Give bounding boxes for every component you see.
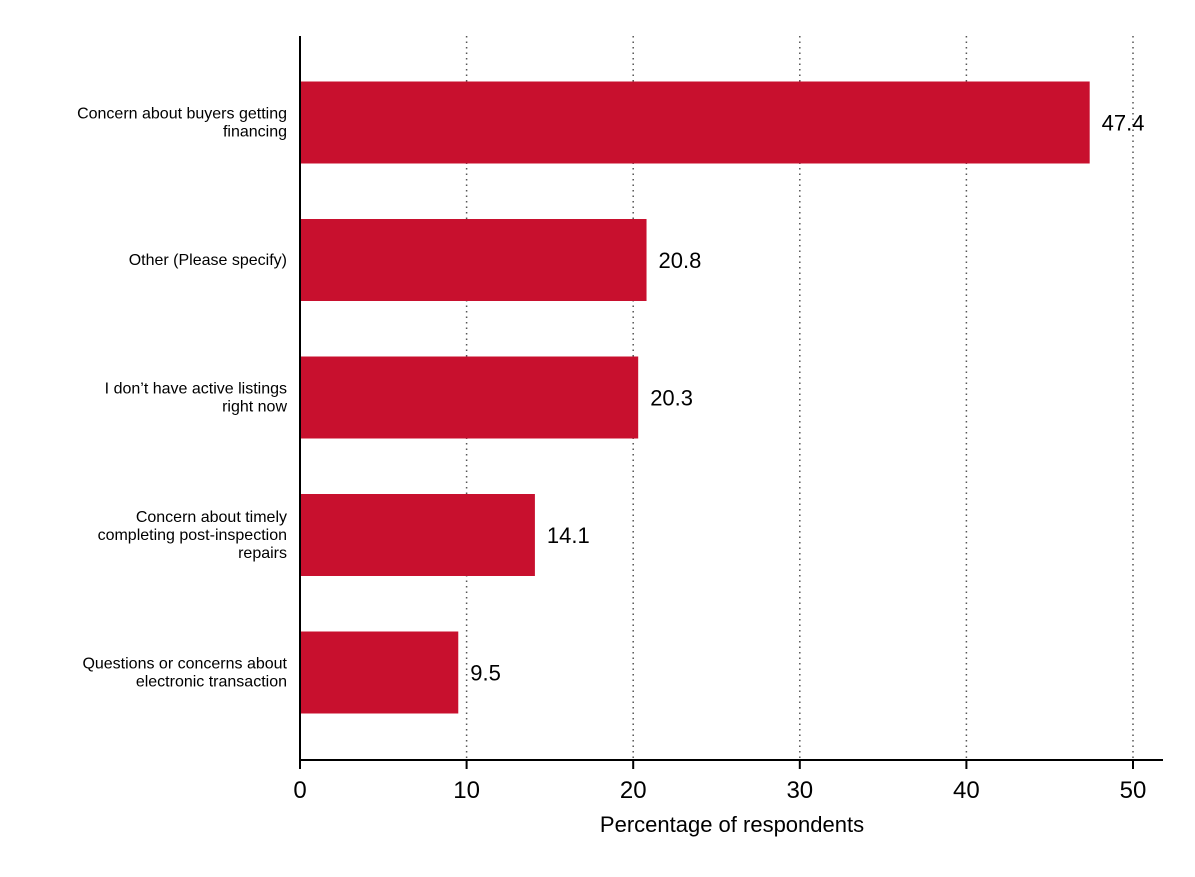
- x-tick-label-10: 10: [453, 777, 480, 804]
- bar-1: [300, 81, 1090, 164]
- category-label-4-line-1: Concern about timely: [136, 509, 287, 526]
- x-tick-label-20: 20: [620, 777, 647, 804]
- value-label-2: 20.8: [659, 248, 702, 273]
- bar-2: [300, 219, 647, 301]
- value-label-4: 14.1: [547, 523, 590, 548]
- x-tick-label-50: 50: [1120, 777, 1147, 804]
- bars: [300, 81, 1090, 714]
- bar-5: [300, 631, 459, 714]
- category-label-4-line-2: completing post-inspection: [98, 527, 287, 544]
- x-tick-label-40: 40: [953, 777, 980, 804]
- category-label-1-line-2: financing: [223, 124, 287, 141]
- bar-3: [300, 356, 639, 439]
- value-label-1: 47.4: [1102, 111, 1145, 136]
- axes: [299, 36, 1163, 769]
- value-label-5: 9.5: [470, 661, 501, 686]
- labels: 47.4 Concern about buyers gettingfinancin…: [77, 106, 1146, 805]
- category-label-5-line-2: electronic transaction: [136, 674, 287, 691]
- x-axis-title: Percentage of respondents: [600, 812, 864, 837]
- category-label-2-line-1: Other (Please specify): [129, 252, 287, 269]
- category-label-5-line-1: Questions or concerns about: [82, 656, 287, 673]
- category-label-3-line-1: I don’t have active listings: [105, 381, 287, 398]
- category-label-4-line-3: repairs: [238, 545, 287, 562]
- category-label-3-line-2: right now: [222, 399, 287, 416]
- category-label-1-line-1: Concern about buyers getting: [77, 106, 287, 123]
- x-tick-label-0: 0: [293, 777, 306, 804]
- x-tick-label-30: 30: [786, 777, 813, 804]
- bar-4: [300, 494, 535, 576]
- value-label-3: 20.3: [650, 386, 693, 411]
